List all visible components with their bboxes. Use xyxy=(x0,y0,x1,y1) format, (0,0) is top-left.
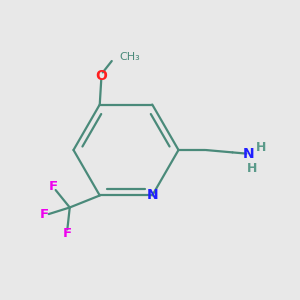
Text: F: F xyxy=(63,227,72,240)
Text: H: H xyxy=(256,141,266,154)
Text: H: H xyxy=(247,162,257,175)
Text: F: F xyxy=(40,208,49,221)
Text: N: N xyxy=(146,188,158,203)
Text: F: F xyxy=(49,180,58,193)
Text: N: N xyxy=(242,147,254,161)
Text: O: O xyxy=(95,69,107,83)
Text: CH₃: CH₃ xyxy=(119,52,140,62)
